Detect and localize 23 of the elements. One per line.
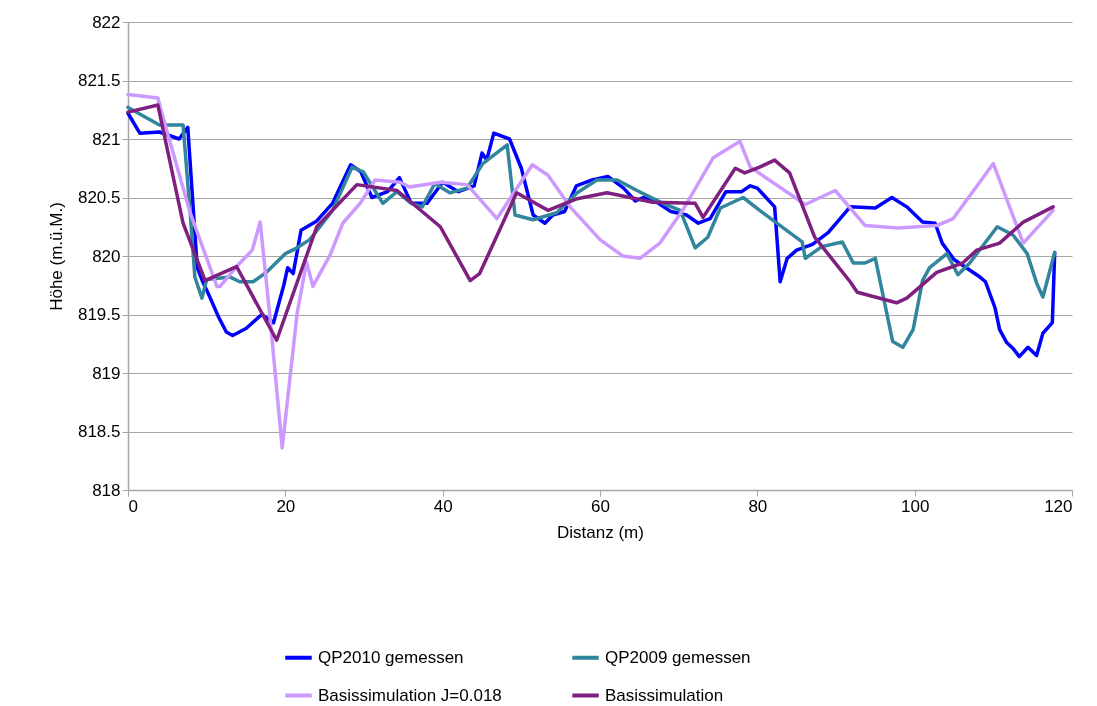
x-tick-label: 0	[128, 496, 138, 516]
y-axis-title: Höhe (m.ü.M.)	[46, 202, 66, 311]
x-tick-label: 100	[900, 496, 930, 516]
y-tick-label: 818.5	[77, 422, 121, 441]
y-tick-label: 819.5	[77, 305, 121, 324]
y-tick-label: 819	[92, 363, 121, 383]
y-tick-label: 820	[92, 246, 121, 266]
y-tick-label: 820.5	[77, 188, 121, 207]
legend-label: QP2010 gemessen	[318, 647, 464, 667]
x-tick-label: 40	[433, 496, 453, 516]
legend-label: QP2009 gemessen	[605, 647, 751, 667]
x-tick-label: 20	[276, 496, 296, 516]
legend-label: Basissimulation	[605, 685, 724, 705]
x-tick-label: 120	[1044, 496, 1073, 516]
x-tick-label: 80	[748, 496, 768, 516]
y-tick-label: 822	[92, 12, 121, 32]
x-tick-label: 60	[591, 496, 610, 516]
x-axis-title: Distanz (m)	[557, 522, 644, 542]
y-tick-label: 821	[92, 129, 121, 149]
line-series	[126, 92, 1055, 450]
legend-label: Basissimulation J=0.018	[318, 685, 502, 705]
y-tick-label: 818	[92, 480, 121, 500]
y-tick-label: 821.5	[77, 71, 121, 90]
